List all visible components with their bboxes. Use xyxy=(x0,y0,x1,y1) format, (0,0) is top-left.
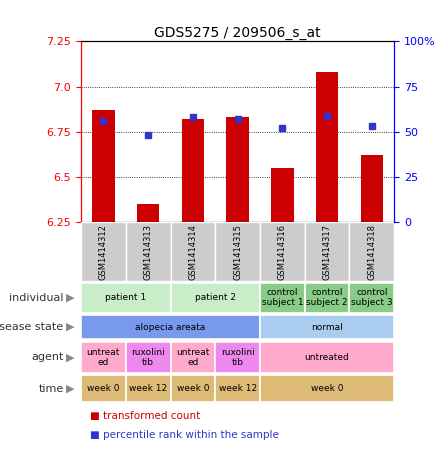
Bar xyxy=(81,376,126,402)
Text: week 0: week 0 xyxy=(177,384,209,393)
Bar xyxy=(81,315,260,339)
Bar xyxy=(215,376,260,402)
Text: GSM1414318: GSM1414318 xyxy=(367,224,376,280)
Text: week 12: week 12 xyxy=(129,384,167,393)
Text: control
subject 1: control subject 1 xyxy=(261,288,303,307)
Bar xyxy=(170,283,260,313)
Text: GSM1414314: GSM1414314 xyxy=(188,224,198,280)
Bar xyxy=(215,342,260,373)
Bar xyxy=(305,222,350,281)
Bar xyxy=(126,342,170,373)
Text: alopecia areata: alopecia areata xyxy=(135,323,205,332)
Text: ■ transformed count: ■ transformed count xyxy=(90,411,200,421)
Text: control
subject 2: control subject 2 xyxy=(306,288,348,307)
Text: patient 2: patient 2 xyxy=(195,293,236,302)
Bar xyxy=(260,283,305,313)
Title: GDS5275 / 209506_s_at: GDS5275 / 209506_s_at xyxy=(154,26,321,40)
Bar xyxy=(260,376,394,402)
Text: untreated: untreated xyxy=(305,353,350,361)
Bar xyxy=(81,283,170,313)
Text: control
subject 3: control subject 3 xyxy=(351,288,392,307)
Bar xyxy=(360,155,383,222)
Text: ruxolini
tib: ruxolini tib xyxy=(221,348,254,366)
Text: ▶: ▶ xyxy=(66,293,74,303)
Text: agent: agent xyxy=(31,352,64,362)
Bar xyxy=(350,222,394,281)
Bar xyxy=(316,72,338,222)
Text: ▶: ▶ xyxy=(66,352,74,362)
Text: untreat
ed: untreat ed xyxy=(87,348,120,366)
Text: week 12: week 12 xyxy=(219,384,257,393)
Text: ▶: ▶ xyxy=(66,322,74,332)
Text: GSM1414315: GSM1414315 xyxy=(233,224,242,280)
Bar xyxy=(305,283,350,313)
Text: GSM1414312: GSM1414312 xyxy=(99,224,108,280)
Text: disease state: disease state xyxy=(0,322,64,332)
Bar xyxy=(170,342,215,373)
Text: GSM1414313: GSM1414313 xyxy=(144,224,152,280)
Bar xyxy=(126,222,170,281)
Bar xyxy=(170,222,215,281)
Bar xyxy=(350,283,394,313)
Text: week 0: week 0 xyxy=(311,384,343,393)
Bar xyxy=(260,315,394,339)
Bar xyxy=(137,204,159,222)
Bar xyxy=(226,117,249,222)
Text: GSM1414316: GSM1414316 xyxy=(278,224,287,280)
Text: untreat
ed: untreat ed xyxy=(176,348,209,366)
Bar xyxy=(92,110,115,222)
Text: ▶: ▶ xyxy=(66,384,74,394)
Bar xyxy=(170,376,215,402)
Text: GSM1414317: GSM1414317 xyxy=(323,224,332,280)
Text: week 0: week 0 xyxy=(87,384,120,393)
Text: ruxolini
tib: ruxolini tib xyxy=(131,348,165,366)
Text: individual: individual xyxy=(9,293,64,303)
Text: patient 1: patient 1 xyxy=(105,293,146,302)
Bar xyxy=(81,342,126,373)
Text: normal: normal xyxy=(311,323,343,332)
Text: time: time xyxy=(38,384,64,394)
Bar xyxy=(260,222,305,281)
Bar xyxy=(215,222,260,281)
Bar xyxy=(81,222,126,281)
Bar xyxy=(182,119,204,222)
Text: ■ percentile rank within the sample: ■ percentile rank within the sample xyxy=(90,430,279,440)
Bar xyxy=(271,168,293,222)
Bar xyxy=(260,342,394,373)
Bar xyxy=(126,376,170,402)
